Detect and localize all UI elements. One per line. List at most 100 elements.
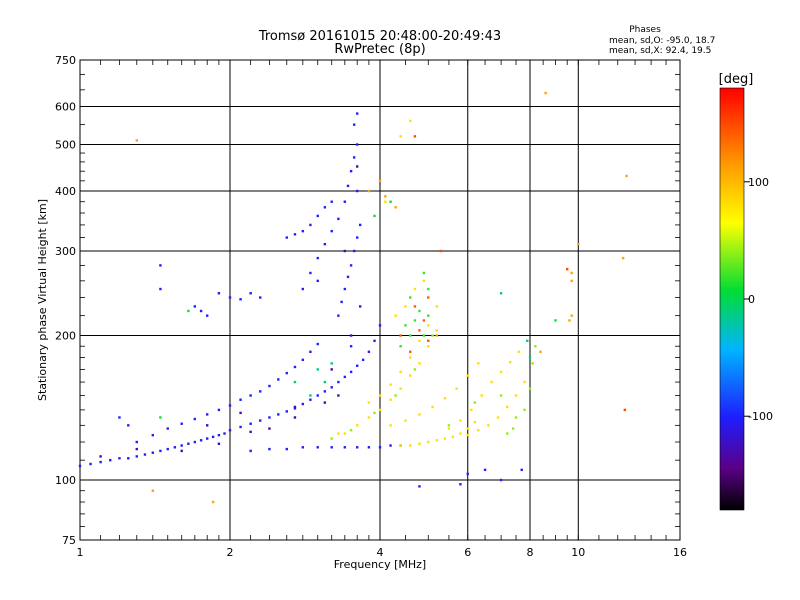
data-point bbox=[135, 440, 138, 444]
data-point bbox=[349, 264, 353, 267]
data-point bbox=[378, 446, 382, 449]
data-point bbox=[413, 287, 417, 291]
data-point bbox=[427, 296, 430, 299]
data-point bbox=[418, 329, 421, 332]
data-point bbox=[459, 419, 462, 422]
data-point bbox=[470, 408, 473, 412]
data-point bbox=[409, 119, 412, 123]
data-point bbox=[477, 429, 480, 432]
data-point bbox=[109, 458, 112, 462]
data-point bbox=[389, 444, 392, 447]
data-point bbox=[293, 365, 297, 369]
data-point bbox=[346, 275, 350, 279]
data-point bbox=[217, 292, 221, 295]
data-point bbox=[409, 444, 412, 447]
colorbar-tick-label: 0 bbox=[748, 293, 755, 306]
data-point bbox=[151, 451, 155, 454]
data-point bbox=[323, 206, 327, 209]
stats-heading: Phases bbox=[629, 25, 661, 35]
colorbar-tick-label: -100 bbox=[748, 410, 773, 423]
data-point bbox=[409, 350, 412, 353]
data-point bbox=[249, 449, 252, 453]
data-point bbox=[309, 271, 312, 275]
data-point bbox=[399, 345, 402, 348]
data-point bbox=[239, 398, 242, 401]
data-point bbox=[361, 358, 365, 362]
data-point bbox=[413, 368, 417, 371]
data-point bbox=[514, 416, 518, 419]
data-point bbox=[413, 135, 417, 138]
data-point bbox=[427, 287, 430, 291]
data-point bbox=[399, 387, 402, 390]
data-point bbox=[355, 112, 359, 115]
data-point bbox=[173, 446, 177, 449]
data-point bbox=[355, 165, 359, 168]
data-point bbox=[399, 334, 402, 337]
data-point bbox=[309, 223, 312, 227]
data-point bbox=[520, 468, 523, 472]
y-tick-label: 75 bbox=[62, 534, 76, 547]
data-point bbox=[523, 408, 526, 412]
data-point bbox=[418, 362, 421, 365]
data-point bbox=[159, 264, 162, 267]
data-point bbox=[330, 386, 333, 389]
data-point bbox=[355, 446, 359, 449]
data-point bbox=[159, 287, 162, 291]
data-point bbox=[355, 364, 359, 367]
data-point bbox=[413, 319, 417, 322]
data-point bbox=[199, 439, 203, 442]
data-point bbox=[135, 447, 138, 451]
data-point bbox=[268, 427, 271, 430]
data-point bbox=[217, 408, 221, 412]
data-point bbox=[268, 447, 271, 451]
data-point bbox=[343, 200, 347, 203]
data-point bbox=[399, 135, 402, 138]
data-point bbox=[268, 416, 271, 419]
data-point bbox=[259, 296, 262, 299]
y-tick-label: 100 bbox=[55, 474, 76, 487]
data-point bbox=[135, 139, 138, 142]
data-point bbox=[427, 339, 430, 343]
data-point bbox=[422, 334, 426, 337]
data-points bbox=[78, 91, 628, 504]
data-point bbox=[343, 432, 347, 435]
data-point bbox=[180, 444, 183, 447]
data-point bbox=[228, 429, 232, 432]
data-point bbox=[409, 296, 412, 299]
data-point bbox=[199, 309, 203, 313]
data-point bbox=[625, 174, 628, 178]
data-point bbox=[517, 350, 521, 353]
data-point bbox=[330, 368, 333, 371]
data-point bbox=[159, 449, 162, 453]
data-point bbox=[367, 350, 371, 353]
data-point bbox=[349, 429, 353, 432]
data-point bbox=[352, 123, 356, 126]
data-point bbox=[459, 483, 462, 486]
data-point bbox=[355, 236, 359, 239]
data-point bbox=[355, 143, 359, 146]
data-point bbox=[211, 435, 215, 439]
data-point bbox=[399, 370, 402, 374]
y-tick-label: 300 bbox=[55, 245, 76, 258]
data-point bbox=[349, 370, 353, 374]
colorbar-label: [deg] bbox=[719, 72, 754, 87]
data-point bbox=[435, 329, 438, 332]
data-point bbox=[268, 384, 271, 388]
data-point bbox=[623, 408, 627, 412]
data-point bbox=[466, 472, 469, 476]
data-point bbox=[205, 314, 209, 317]
data-point bbox=[473, 401, 477, 404]
data-point bbox=[330, 362, 333, 365]
data-point bbox=[439, 249, 443, 253]
data-point bbox=[409, 356, 412, 359]
data-point bbox=[565, 267, 569, 271]
data-point bbox=[496, 416, 500, 419]
data-point bbox=[404, 305, 407, 308]
data-point bbox=[459, 432, 462, 435]
colorbar-ticks: 100 0 -100 bbox=[744, 176, 773, 423]
data-point bbox=[217, 433, 221, 437]
data-point bbox=[499, 478, 503, 482]
data-point bbox=[570, 314, 573, 317]
data-point bbox=[259, 390, 262, 393]
x-tick-label: 4 bbox=[377, 546, 384, 559]
